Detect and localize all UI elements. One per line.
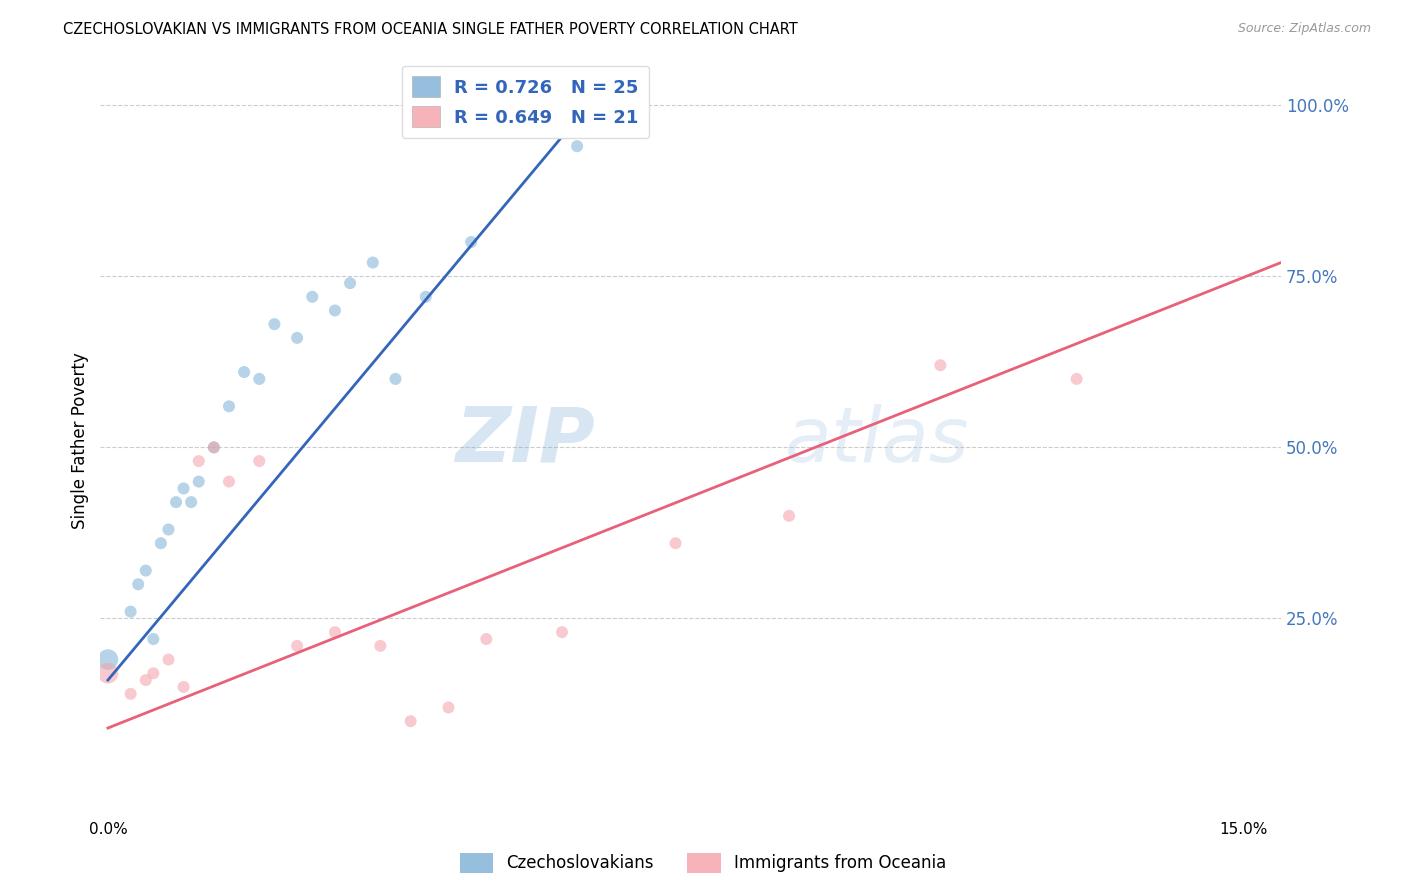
Point <box>475 632 498 646</box>
Text: CZECHOSLOVAKIAN VS IMMIGRANTS FROM OCEANIA SINGLE FATHER POVERTY CORRELATION CHA: CZECHOSLOVAKIAN VS IMMIGRANTS FROM OCEAN… <box>63 22 799 37</box>
Point <box>120 687 142 701</box>
Point <box>173 680 195 694</box>
Point <box>218 399 240 413</box>
Point <box>263 317 285 331</box>
Point <box>1066 372 1088 386</box>
Point <box>202 441 225 455</box>
Text: Source: ZipAtlas.com: Source: ZipAtlas.com <box>1237 22 1371 36</box>
Text: ZIP: ZIP <box>457 403 596 477</box>
Point <box>173 482 195 496</box>
Point <box>202 441 225 455</box>
Point <box>247 372 270 386</box>
Point <box>218 475 240 489</box>
Point <box>323 625 346 640</box>
Legend: R = 0.726   N = 25, R = 0.649   N = 21: R = 0.726 N = 25, R = 0.649 N = 21 <box>402 65 650 138</box>
Point <box>384 372 406 386</box>
Text: atlas: atlas <box>785 403 970 477</box>
Point <box>460 235 482 249</box>
Point <box>415 290 437 304</box>
Point <box>551 625 574 640</box>
Point <box>135 564 157 578</box>
Point <box>370 639 392 653</box>
Point <box>339 276 361 290</box>
Point <box>301 290 323 304</box>
Point <box>664 536 686 550</box>
Point <box>778 508 800 523</box>
Point <box>157 652 180 666</box>
Point <box>157 523 180 537</box>
Point <box>565 139 588 153</box>
Point <box>142 632 165 646</box>
Y-axis label: Single Father Poverty: Single Father Poverty <box>72 352 89 529</box>
Point <box>149 536 172 550</box>
Point <box>285 331 308 345</box>
Legend: Czechoslovakians, Immigrants from Oceania: Czechoslovakians, Immigrants from Oceani… <box>453 847 953 880</box>
Point <box>180 495 202 509</box>
Point <box>247 454 270 468</box>
Point <box>97 652 120 666</box>
Point <box>187 475 209 489</box>
Point <box>135 673 157 687</box>
Point <box>165 495 187 509</box>
Point <box>142 666 165 681</box>
Point <box>127 577 149 591</box>
Point <box>97 666 120 681</box>
Point <box>120 605 142 619</box>
Point <box>233 365 256 379</box>
Point <box>323 303 346 318</box>
Point <box>187 454 209 468</box>
Point <box>399 714 422 728</box>
Point <box>285 639 308 653</box>
Point <box>437 700 460 714</box>
Point <box>361 255 384 269</box>
Point <box>929 358 952 372</box>
